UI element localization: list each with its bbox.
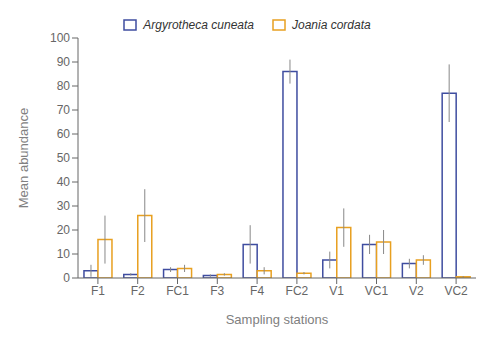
svg-text:V2: V2 [409,284,424,298]
svg-text:90: 90 [57,55,71,69]
svg-text:30: 30 [57,199,71,213]
svg-text:40: 40 [57,175,71,189]
svg-text:VC2: VC2 [444,284,468,298]
svg-text:0: 0 [63,271,70,285]
svg-text:F2: F2 [131,284,145,298]
svg-text:F4: F4 [250,284,264,298]
svg-text:F3: F3 [210,284,224,298]
svg-text:VC1: VC1 [365,284,389,298]
svg-text:100: 100 [50,31,70,45]
svg-text:Sampling stations: Sampling stations [226,312,329,327]
svg-text:60: 60 [57,127,71,141]
svg-text:10: 10 [57,247,71,261]
svg-text:F1: F1 [91,284,105,298]
html-text:Argyrotheca cuneata: Argyrotheca cuneata [143,18,254,32]
svg-text:70: 70 [57,103,71,117]
html-text:Joania cordata: Joania cordata [292,18,371,32]
svg-text:20: 20 [57,223,71,237]
svg-text:FC1: FC1 [166,284,189,298]
svg-text:V1: V1 [329,284,344,298]
svg-text:80: 80 [57,79,71,93]
svg-text:Mean abundance: Mean abundance [16,108,31,208]
svg-text:FC2: FC2 [286,284,309,298]
svg-text:50: 50 [57,151,71,165]
